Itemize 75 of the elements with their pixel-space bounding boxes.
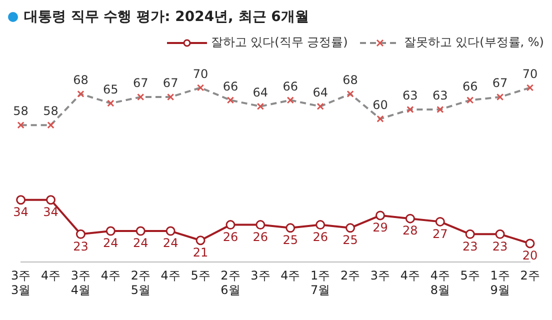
x-tick-label: 3주 3월 — [10, 268, 31, 297]
x-tick-label: 2주 5월 — [130, 268, 150, 297]
point — [435, 216, 445, 226]
chart-title: 대통령 직무 수행 평가: 2024년, 최근 6개월 — [24, 8, 309, 26]
data-label: 63 — [432, 88, 448, 103]
point — [256, 220, 266, 230]
point — [196, 236, 206, 246]
data-label: 68 — [342, 73, 358, 88]
point — [495, 229, 505, 239]
x-tick-label: 4주 — [280, 268, 300, 283]
data-label: 63 — [402, 88, 418, 103]
point — [316, 220, 326, 230]
point — [46, 195, 56, 205]
point — [346, 223, 356, 233]
point — [166, 226, 176, 236]
data-label: 27 — [432, 226, 448, 241]
data-label: 66 — [222, 79, 238, 94]
x-tick-label: 4주 — [160, 268, 180, 283]
data-label: 34 — [13, 205, 28, 219]
data-label: 23 — [462, 239, 478, 254]
x-tick-label: 1주 9월 — [490, 268, 510, 297]
data-label: 25 — [342, 233, 358, 248]
data-label: 26 — [252, 230, 268, 244]
data-label: 66 — [462, 79, 478, 94]
x-tick-label: 3주 — [250, 268, 270, 283]
legend-label: 잘못하고 있다(부정률, %) — [404, 34, 544, 51]
data-label: 66 — [282, 79, 298, 94]
data-label: 58 — [13, 104, 28, 118]
data-label: 23 — [73, 239, 88, 254]
data-label: 65 — [103, 82, 118, 96]
data-label: 64 — [252, 86, 268, 100]
data-label: 23 — [492, 239, 508, 254]
x-tick-label: 5주 — [460, 268, 480, 283]
point — [525, 238, 535, 248]
data-label: 70 — [192, 66, 208, 81]
x-tick-label: 2주 6월 — [220, 268, 240, 297]
data-label: 28 — [402, 224, 418, 238]
data-label: 24 — [162, 236, 178, 250]
x-tick-label: 2주 — [520, 268, 540, 283]
data-label: 20 — [522, 248, 538, 263]
data-label: 24 — [132, 236, 148, 250]
data-label: 21 — [192, 246, 208, 260]
data-label: 26 — [312, 230, 328, 244]
data-label: 64 — [312, 86, 328, 100]
point — [136, 226, 146, 236]
point — [286, 223, 296, 233]
x-tick-label: 2주 — [340, 268, 360, 283]
data-label: 24 — [103, 236, 118, 250]
point — [226, 220, 236, 230]
point — [106, 226, 116, 236]
x-tick-label: 4주 — [100, 268, 120, 283]
point — [16, 195, 26, 205]
x-tick-label: 3주 — [370, 268, 390, 283]
x-tick-label: 1주 7월 — [310, 268, 330, 297]
data-label: 60 — [372, 98, 388, 112]
x-tick-label: 4주 8월 — [430, 268, 450, 297]
data-label: 67 — [162, 76, 178, 90]
point — [405, 214, 415, 224]
data-label: 26 — [222, 230, 238, 244]
x-tick-label: 3주 4월 — [70, 268, 91, 297]
data-label: 70 — [522, 66, 538, 81]
data-label: 25 — [282, 233, 298, 248]
data-label: 34 — [43, 205, 58, 219]
point — [76, 229, 86, 239]
point — [465, 229, 475, 239]
data-label: 58 — [43, 104, 58, 118]
data-label: 68 — [73, 73, 88, 88]
x-tick-label: 4주 — [400, 268, 420, 283]
point — [375, 210, 385, 220]
data-label: 67 — [492, 76, 508, 90]
data-label: 67 — [132, 76, 148, 90]
legend-label: 잘하고 있다(직무 긍정률) — [210, 34, 348, 51]
data-label: 29 — [372, 220, 388, 235]
x-tick-label: 4주 — [40, 268, 61, 283]
x-tick-label: 5주 — [190, 268, 210, 283]
